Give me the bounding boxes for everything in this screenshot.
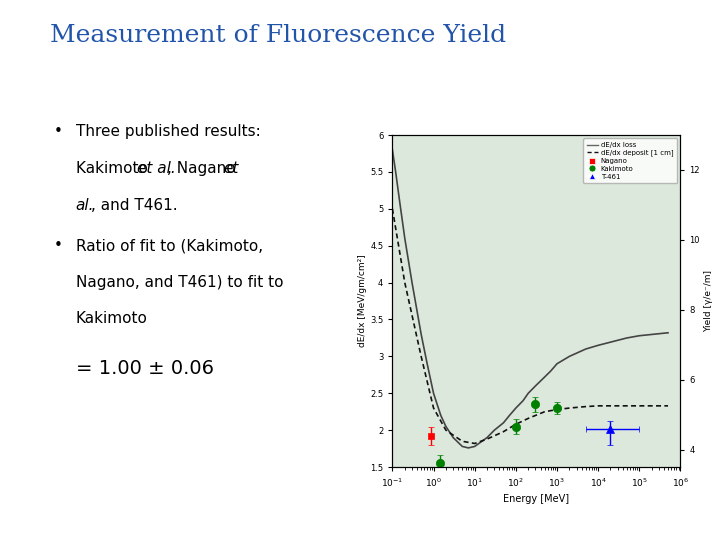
X-axis label: Energy [MeV]: Energy [MeV] (503, 494, 570, 504)
Text: et al.: et al. (137, 161, 176, 176)
Text: = 1.00 ± 0.06: = 1.00 ± 0.06 (76, 359, 214, 378)
Text: •: • (54, 124, 63, 139)
Text: Measurement of Fluorescence Yield: Measurement of Fluorescence Yield (50, 24, 507, 48)
Text: Kakimoto: Kakimoto (76, 312, 148, 327)
Text: Nagano, and T461) to fit to: Nagano, and T461) to fit to (76, 275, 283, 290)
Text: al.: al. (76, 198, 94, 213)
Y-axis label: Yield [γ/e⁻/m]: Yield [γ/e⁻/m] (704, 270, 713, 332)
Text: Kakimoto: Kakimoto (76, 161, 153, 176)
Y-axis label: dE/dx [MeV/gm/cm²]: dE/dx [MeV/gm/cm²] (359, 255, 367, 347)
Text: , Nagano: , Nagano (167, 161, 240, 176)
Text: et: et (223, 161, 238, 176)
Legend: dE/dx loss, dE/dx deposit [1 cm], Nagano, Kakimoto, T-461: dE/dx loss, dE/dx deposit [1 cm], Nagano… (583, 138, 677, 183)
Text: Ratio of fit to (Kakimoto,: Ratio of fit to (Kakimoto, (76, 238, 263, 253)
Text: , and T461.: , and T461. (91, 198, 178, 213)
Text: Three published results:: Three published results: (76, 124, 261, 139)
Text: •: • (54, 238, 63, 253)
